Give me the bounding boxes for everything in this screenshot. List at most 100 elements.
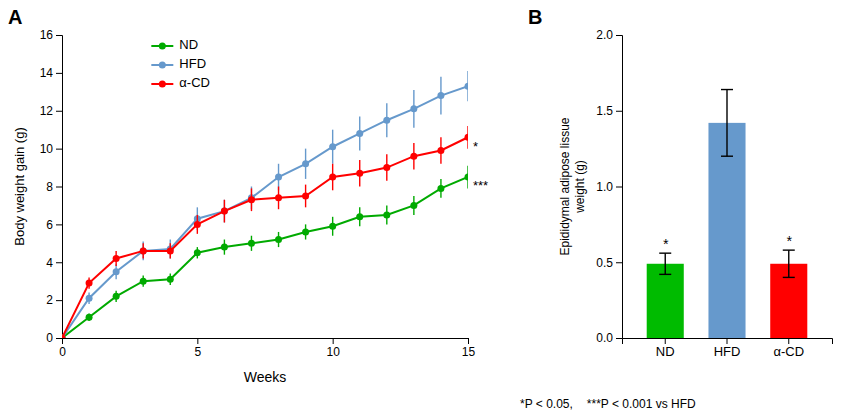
tick-mark (468, 338, 469, 344)
tick-mark (616, 111, 622, 112)
point (86, 295, 93, 302)
error-bar-cap (721, 155, 733, 156)
figure: A0510150246810121416WeeksBody weight gai… (0, 0, 850, 419)
tick: 0.0 (596, 331, 622, 345)
point (140, 247, 147, 254)
tick: ND (656, 338, 675, 359)
tick: 0 (46, 331, 62, 345)
point (410, 105, 417, 112)
y-axis-title-line: weight (g) (573, 160, 587, 214)
bar (647, 264, 684, 338)
point (113, 268, 120, 275)
point (221, 208, 228, 215)
footnote: *P < 0.05, (520, 397, 573, 411)
error-bar-cap (721, 89, 733, 90)
tick-label: 1.0 (596, 180, 613, 194)
tick: 0.5 (596, 256, 622, 270)
point (437, 92, 444, 99)
point (62, 335, 66, 339)
error-bar-stem (788, 250, 789, 277)
point (194, 249, 201, 256)
tick-label: HFD (714, 344, 741, 359)
tick-label: 0 (59, 345, 66, 359)
tick-mark (197, 338, 198, 344)
error-bar-cap (783, 277, 795, 278)
point (329, 143, 336, 150)
tick-label: 8 (46, 180, 53, 194)
panel-title: B (528, 6, 542, 28)
tick: 1.0 (596, 180, 622, 194)
plot-area (62, 71, 468, 338)
error-bar (783, 250, 795, 277)
panel: BNDHFDα-CD0.00.51.01.52.0Epididymal adip… (520, 6, 833, 411)
axis-line (616, 36, 623, 339)
point (437, 147, 444, 154)
y-axis: 0.00.51.01.52.0 (596, 28, 622, 345)
point (221, 208, 228, 215)
tick: 15 (462, 338, 476, 359)
point (140, 247, 147, 254)
tick: 4 (46, 256, 62, 270)
tick: 2 (46, 293, 62, 307)
series (62, 126, 468, 338)
plot-area (647, 90, 808, 338)
tick: α-CD (773, 338, 804, 359)
tick-mark (56, 35, 62, 36)
point (86, 280, 93, 287)
tick-mark (788, 338, 789, 344)
tick-label: α-CD (773, 344, 804, 359)
tick-label: 14 (40, 66, 54, 80)
tick: 14 (40, 66, 62, 80)
legend-marker (159, 81, 166, 88)
point (113, 255, 120, 262)
y-axis-title-line: Epididymal adipose lissue (558, 117, 572, 255)
tick-mark (56, 300, 62, 301)
point (465, 174, 469, 181)
legend-item: α-CD (151, 75, 210, 90)
panel: A0510150246810121416WeeksBody weight gai… (8, 6, 488, 385)
legend-label: ND (179, 37, 198, 52)
tick-label: 0.5 (596, 256, 613, 270)
panel-title: A (8, 6, 22, 28)
point (194, 221, 201, 228)
point (167, 276, 174, 283)
tick-mark (56, 187, 62, 188)
point (383, 117, 390, 124)
annotation: * (663, 236, 669, 252)
tick: 10 (40, 142, 62, 156)
tick-label: 10 (326, 345, 340, 359)
tick-mark (56, 149, 62, 150)
point (248, 240, 255, 247)
point (113, 293, 120, 300)
point (465, 83, 469, 90)
tick-label: 2 (46, 293, 53, 307)
point (275, 174, 282, 181)
tick-label: 6 (46, 218, 53, 232)
point (329, 223, 336, 230)
series-line (62, 137, 468, 338)
annotation: * (473, 139, 478, 154)
footnote: ***P < 0.001 vs HFD (587, 397, 696, 411)
point (221, 244, 228, 251)
point (86, 314, 93, 321)
tick-label: 0.0 (596, 331, 613, 345)
legend-label: α-CD (179, 75, 210, 90)
point (356, 170, 363, 177)
tick: 16 (40, 28, 62, 42)
x-axis: 0 5 10 15 (59, 338, 475, 359)
x-axis: ND HFD α-CD (623, 338, 833, 359)
point (302, 192, 309, 199)
tick-mark (616, 187, 622, 188)
legend-item: ND (151, 37, 198, 52)
point (140, 278, 147, 285)
axis-line (63, 339, 469, 345)
error-bar-stem (665, 253, 666, 274)
tick-mark (56, 262, 62, 263)
tick-label: 10 (40, 142, 54, 156)
legend-marker (159, 43, 166, 50)
annotation: * (786, 233, 792, 249)
point (356, 130, 363, 137)
point (410, 202, 417, 209)
tick: 5 (194, 338, 201, 359)
tick: HFD (714, 338, 741, 359)
